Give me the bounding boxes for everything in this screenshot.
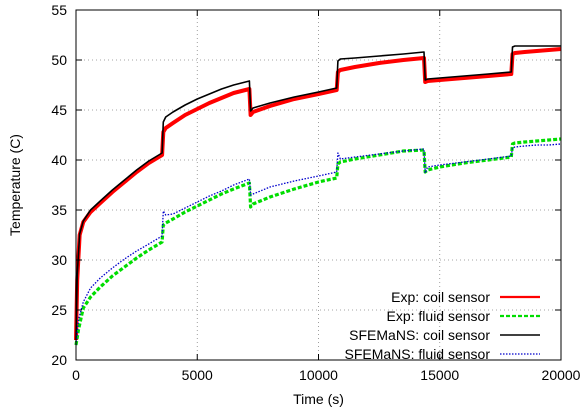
legend: Exp: coil sensor Exp: fluid sensor SFEMaNS… bbox=[345, 289, 540, 362]
y-tick-label: 30 bbox=[51, 252, 67, 268]
series-line-1 bbox=[74, 137, 562, 346]
legend-entry-label: Exp: coil sensor bbox=[391, 289, 490, 305]
x-tick-label: 0 bbox=[72, 367, 80, 383]
y-tick-label: 40 bbox=[51, 152, 67, 168]
y-axis-label: Temperature (C) bbox=[7, 134, 23, 236]
x-tick-label: 5000 bbox=[182, 367, 213, 383]
series-layer bbox=[74, 45, 562, 346]
y-tick-label: 25 bbox=[51, 302, 67, 318]
series-line-3 bbox=[75, 143, 562, 346]
tick-layer: 0 5000 10000 15000 20000 20 25 30 35 40 45 50 55 bbox=[51, 2, 580, 383]
y-tick-label: 55 bbox=[51, 2, 67, 18]
y-tick-label: 20 bbox=[51, 352, 67, 368]
series-line-2 bbox=[75, 45, 561, 341]
x-tick-label: 10000 bbox=[299, 367, 338, 383]
series-line-0 bbox=[74, 47, 562, 341]
y-tick-label: 45 bbox=[51, 102, 67, 118]
legend-entry-label: SFEMaNS: coil sensor bbox=[349, 327, 490, 343]
x-axis-label: Time (s) bbox=[293, 391, 344, 407]
x-tick-label: 15000 bbox=[420, 367, 459, 383]
y-tick-label: 35 bbox=[51, 202, 67, 218]
y-tick-label: 50 bbox=[51, 52, 67, 68]
legend-entry-label: Exp: fluid sensor bbox=[387, 308, 491, 324]
legend-entry-label: SFEMaNS: fluid sensor bbox=[345, 346, 491, 362]
x-tick-label: 20000 bbox=[542, 367, 581, 383]
